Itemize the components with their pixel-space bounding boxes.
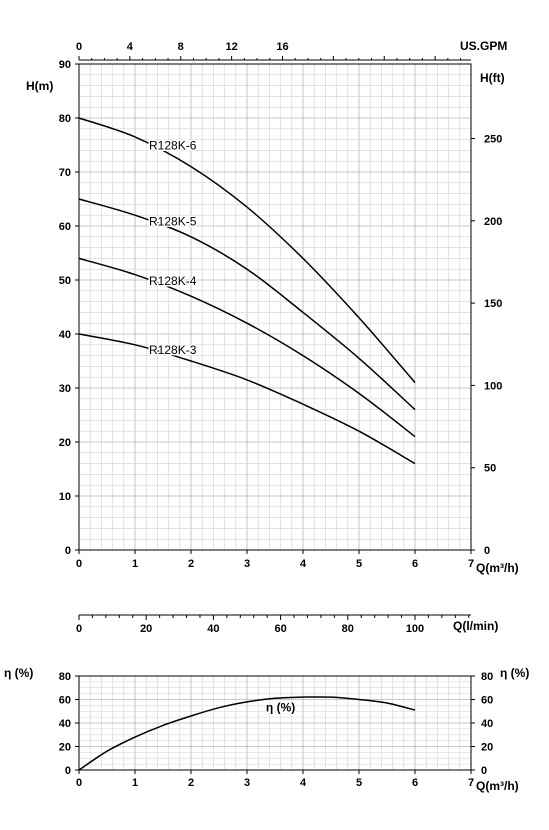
head-x-tick-label: 5 [356, 558, 362, 570]
head-y-tick-label: 40 [59, 329, 71, 341]
eff-x-tick-label: 3 [244, 777, 250, 789]
head-y-tick-label: 80 [59, 113, 71, 125]
eff-right-axis-label: η (%) [500, 666, 529, 680]
top-axis-tick-label: 0 [76, 41, 82, 53]
lmin-axis-label: Q(l/min) [453, 619, 498, 633]
eff-y-tick-label: 60 [59, 695, 71, 707]
head-y-tick-label: 30 [59, 383, 71, 395]
curve-label-r128k-3: R128K-3 [149, 343, 197, 357]
top-axis-tick-label: 4 [127, 41, 134, 53]
eff-y-tick-label: 20 [59, 742, 71, 754]
eff-x-tick-label: 2 [188, 777, 194, 789]
top-axis-tick-label: 12 [225, 41, 237, 53]
top-axis-tick-label: 16 [276, 41, 288, 53]
eff-right-tick-label: 40 [481, 718, 493, 730]
top-axis-label: US.GPM [460, 39, 507, 53]
eff-right-tick-label: 0 [481, 765, 487, 777]
curve-label-r128k-4: R128K-4 [149, 274, 197, 288]
eff-x-tick-label: 0 [76, 777, 82, 789]
head-x-tick-label: 1 [132, 558, 138, 570]
right-axis-tick-label: 150 [484, 298, 502, 310]
eff-x-tick-label: 1 [132, 777, 138, 789]
head-x-tick-label: 4 [300, 558, 307, 570]
right-axis-tick-label: 50 [484, 463, 496, 475]
head-y-tick-label: 10 [59, 491, 71, 503]
lmin-axis-tick-label: 80 [342, 623, 354, 635]
eff-y-tick-label: 40 [59, 718, 71, 730]
head-x-tick-label: 0 [76, 558, 82, 570]
eff-right-tick-label: 80 [481, 671, 493, 683]
head-y-tick-label: 50 [59, 275, 71, 287]
lmin-axis-tick-label: 0 [76, 623, 82, 635]
head-x-tick-label: 7 [468, 558, 474, 570]
eff-x-tick-label: 5 [356, 777, 362, 789]
head-curve-r128k-3 [78, 333, 416, 465]
head-x-tick-label: 2 [188, 558, 194, 570]
head-y-tick-label: 0 [65, 545, 71, 557]
right-axis-tick-label: 0 [484, 545, 490, 557]
eff-y-tick-label: 80 [59, 671, 71, 683]
eff-right-tick-label: 20 [481, 742, 493, 754]
eff-x-tick-label: 4 [300, 777, 307, 789]
head-y-tick-label: 20 [59, 437, 71, 449]
right-axis-tick-label: 100 [484, 380, 502, 392]
head-curve-r128k-4 [78, 257, 416, 438]
lmin-axis-tick-label: 40 [207, 623, 219, 635]
head-x-tick-label: 6 [412, 558, 418, 570]
head-curve-r128k-5 [78, 198, 416, 411]
lmin-axis-tick-label: 100 [406, 623, 424, 635]
right-axis-tick-label: 250 [484, 134, 502, 146]
right-axis-label: H(ft) [480, 71, 505, 85]
lmin-axis-tick-label: 60 [274, 623, 286, 635]
eff-x-tick-label: 7 [468, 777, 474, 789]
head-y-tick-label: 70 [59, 167, 71, 179]
eff-y-tick-label: 0 [65, 765, 71, 777]
head-x-tick-label: 3 [244, 558, 250, 570]
eff-right-tick-label: 60 [481, 695, 493, 707]
head-x-axis-label: Q(m³/h) [476, 561, 519, 575]
curve-label-r128k-6: R128K-6 [149, 138, 197, 152]
eff-curve-label: η (%) [266, 700, 295, 714]
head-y-tick-label: 60 [59, 221, 71, 233]
eff-x-axis-label: Q(m³/h) [476, 779, 519, 793]
head-curve-r128k-6 [78, 117, 416, 384]
head-y-tick-label: 90 [59, 59, 71, 71]
head-plot-frame [78, 63, 472, 551]
lmin-axis-tick-label: 20 [140, 623, 152, 635]
eff-y-axis-label: η (%) [4, 666, 33, 680]
eff-curve [78, 696, 416, 771]
top-axis-tick-label: 8 [178, 41, 184, 53]
right-axis-tick-label: 200 [484, 216, 502, 228]
eff-x-tick-label: 6 [412, 777, 418, 789]
head-y-axis-label: H(m) [26, 79, 53, 93]
curve-label-r128k-5: R128K-5 [149, 215, 197, 229]
